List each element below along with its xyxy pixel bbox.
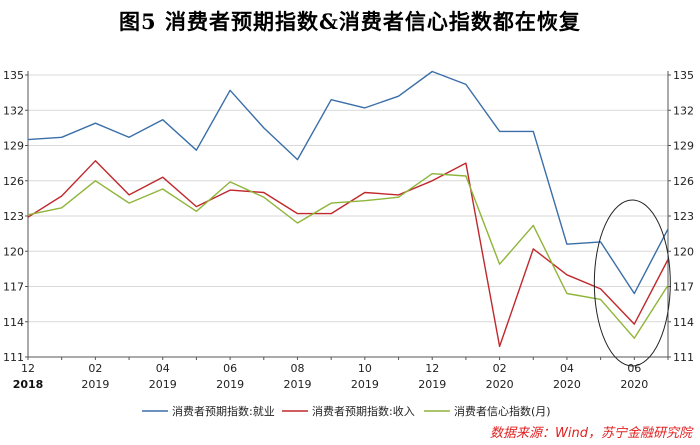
y-tick-label-left: 126 xyxy=(3,175,24,188)
data-source: 数据来源：Wind，苏宁金融研究院 xyxy=(490,426,692,441)
x-tick-month: 12 xyxy=(21,362,35,375)
x-tick-year: 2019 xyxy=(81,378,109,391)
x-tick-month: 02 xyxy=(493,362,507,375)
y-tick-label-right: 114 xyxy=(673,316,694,329)
x-tick-month: 06 xyxy=(223,362,237,375)
y-tick-label-left: 135 xyxy=(3,69,24,82)
x-tick-year: 2019 xyxy=(216,378,244,391)
y-tick-label-left: 117 xyxy=(3,281,24,294)
chart-title: 图5 消费者预期指数&消费者信心指数都在恢复 xyxy=(119,9,581,34)
y-tick-label-right: 126 xyxy=(673,175,694,188)
y-tick-label-left: 114 xyxy=(3,316,24,329)
series-lines xyxy=(27,70,669,348)
y-tick-labels-right: 111 114 117 120 123 126 129 132 135 xyxy=(673,69,694,364)
series-line-confidence xyxy=(27,172,669,339)
x-tick-year: 2020 xyxy=(553,378,581,391)
y-tick-label-left: 120 xyxy=(3,245,24,258)
x-tick-labels: 12 2018 02 2019 04 2019 06 2019 08 2019 10 2019 12 20… xyxy=(13,362,649,391)
x-tick-year: 2019 xyxy=(418,378,446,391)
y-tick-label-right: 135 xyxy=(673,69,694,82)
y-tick-label-left: 129 xyxy=(3,140,24,153)
x-tick-month: 08 xyxy=(290,362,304,375)
legend-label-employment: 消费者预期指数:就业 xyxy=(172,404,275,418)
x-tick-year: 2019 xyxy=(351,378,379,391)
y-tick-label-right: 132 xyxy=(673,104,694,117)
x-tick-month: 04 xyxy=(560,362,574,375)
y-tick-label-right: 129 xyxy=(673,140,694,153)
gridlines xyxy=(28,74,668,358)
series-line-employment xyxy=(27,70,669,295)
x-tick-month: 02 xyxy=(88,362,102,375)
legend: 消费者预期指数:就业 消费者预期指数:收入 消费者信心指数(月) xyxy=(142,404,551,418)
y-tick-label-left: 132 xyxy=(3,104,24,117)
highlight-ellipse xyxy=(593,199,671,367)
y-tick-label-left: 123 xyxy=(3,210,24,223)
x-tick-month: 12 xyxy=(425,362,439,375)
y-tick-label-right: 120 xyxy=(673,245,694,258)
x-tick-year: 2020 xyxy=(620,378,648,391)
x-tick-month: 10 xyxy=(358,362,372,375)
highlight-ellipse xyxy=(593,199,671,367)
x-tick-month: 04 xyxy=(156,362,170,375)
y-tick-label-right: 123 xyxy=(673,210,694,223)
legend-label-income: 消费者预期指数:收入 xyxy=(312,404,415,418)
x-tick-year: 2019 xyxy=(149,378,177,391)
y-tick-label-right: 111 xyxy=(673,351,694,364)
y-tick-label-left: 111 xyxy=(3,351,24,364)
legend-label-confidence: 消费者信心指数(月) xyxy=(454,404,551,418)
x-tick-year: 2018 xyxy=(13,378,44,391)
y-tick-label-right: 117 xyxy=(673,281,694,294)
series-line-income xyxy=(27,160,669,348)
x-tick-year: 2019 xyxy=(283,378,311,391)
x-tick-month: 06 xyxy=(627,362,641,375)
x-tick-year: 2020 xyxy=(486,378,514,391)
y-tick-labels-left: 111 114 117 120 123 126 129 132 135 xyxy=(3,69,24,364)
